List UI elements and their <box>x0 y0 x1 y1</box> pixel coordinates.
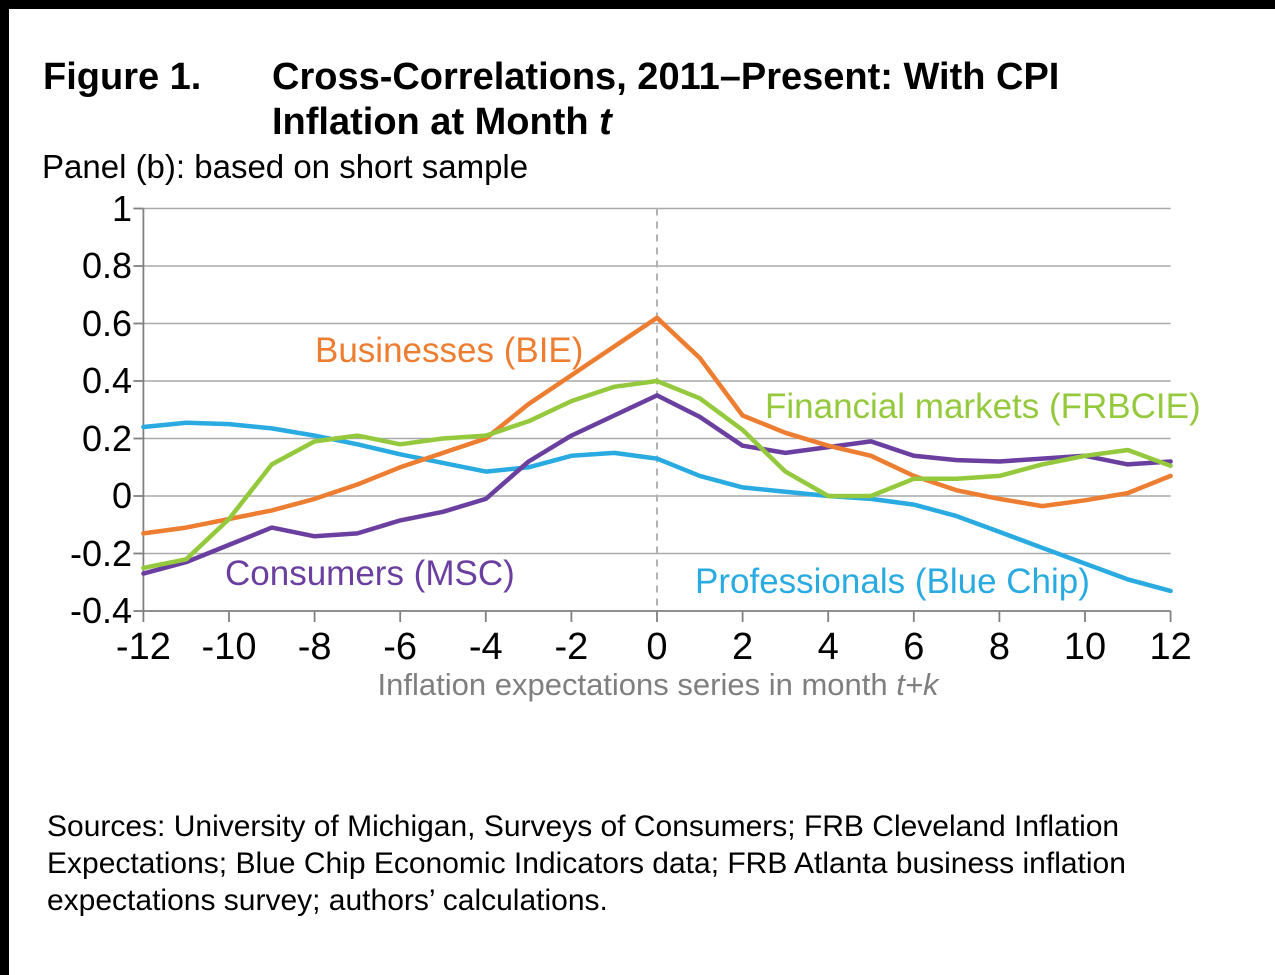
left-border-bar <box>0 0 9 975</box>
y-axis-tick-labels: 1 0.8 0.6 0.4 0.2 0 -0.2 -0.4 <box>0 0 132 700</box>
y-axis-tick-label: 0.4 <box>81 360 132 401</box>
sources-line3: expectations survey; authors’ calculatio… <box>47 884 608 917</box>
x-axis-tick-label: -12 <box>115 626 171 668</box>
figure-title-line1: Cross-Correlations, 2011–Present: With C… <box>272 56 1060 98</box>
x-axis-tick-label: -2 <box>554 626 589 668</box>
x-axis-tick-label: 0 <box>646 626 668 668</box>
x-axis-tick-label: 10 <box>1063 626 1107 668</box>
x-axis-tick-label: 2 <box>732 626 754 668</box>
x-axis-tick-label: 6 <box>903 626 925 668</box>
y-axis-tick-label: -0.2 <box>69 532 132 574</box>
series-line-professionals-blue-chip <box>141 420 1173 594</box>
series-line-consumers-msc <box>141 393 1173 576</box>
x-axis-tick-label: -4 <box>468 626 503 668</box>
x-axis-title: Inflation expectations series in month t… <box>377 667 939 702</box>
sources-note: Sources: University of Michigan, Surveys… <box>47 808 1126 919</box>
y-axis-tick-label: -0.4 <box>69 590 132 631</box>
panel-subtitle: Panel (b): based on short sample <box>42 148 529 185</box>
x-axis-tick-label: -8 <box>297 626 332 668</box>
x-axis-tick-label: 8 <box>988 626 1010 668</box>
x-axis-tick-label: 12 <box>1149 626 1192 668</box>
y-axis-tick-label: 0 <box>111 475 132 516</box>
figure-number: Figure 1. <box>43 56 202 98</box>
series-line-financial-markets-frbcie <box>141 378 1173 571</box>
x-axis-tick-label: -10 <box>201 626 257 668</box>
figure-title-line2: Inflation at Month t <box>272 101 612 143</box>
series-label-businesses-bie: Businesses (BIE) <box>315 331 584 370</box>
series-label-professionals-blue-chip: Professionals (Blue Chip) <box>695 562 1090 601</box>
x-axis-tick-label: -6 <box>383 626 418 668</box>
x-axis-tick-labels: -12 -10 -8 -6 -4 -2 0 2 4 6 8 10 12 <box>0 626 1275 672</box>
x-axis-tick-label: 4 <box>817 626 839 668</box>
figure-title: Cross-Correlations, 2011–Present: With C… <box>272 55 1202 145</box>
y-axis-tick-label: 0.6 <box>81 302 132 344</box>
y-axis-tick-label: 0.8 <box>81 245 132 286</box>
y-axis-tick-label: 0.2 <box>81 417 132 459</box>
series-label-consumers-msc: Consumers (MSC) <box>225 554 515 593</box>
y-axis-tick-label: 1 <box>111 187 132 229</box>
sources-line2: Expectations; Blue Chip Economic Indicat… <box>47 847 1126 880</box>
series-label-financial-markets-frbcie: Financial markets (FRBCIE) <box>765 387 1201 426</box>
series-line-businesses-bie <box>141 315 1173 536</box>
sources-line1: Sources: University of Michigan, Surveys… <box>47 810 1120 843</box>
top-border-bar <box>0 0 1275 9</box>
